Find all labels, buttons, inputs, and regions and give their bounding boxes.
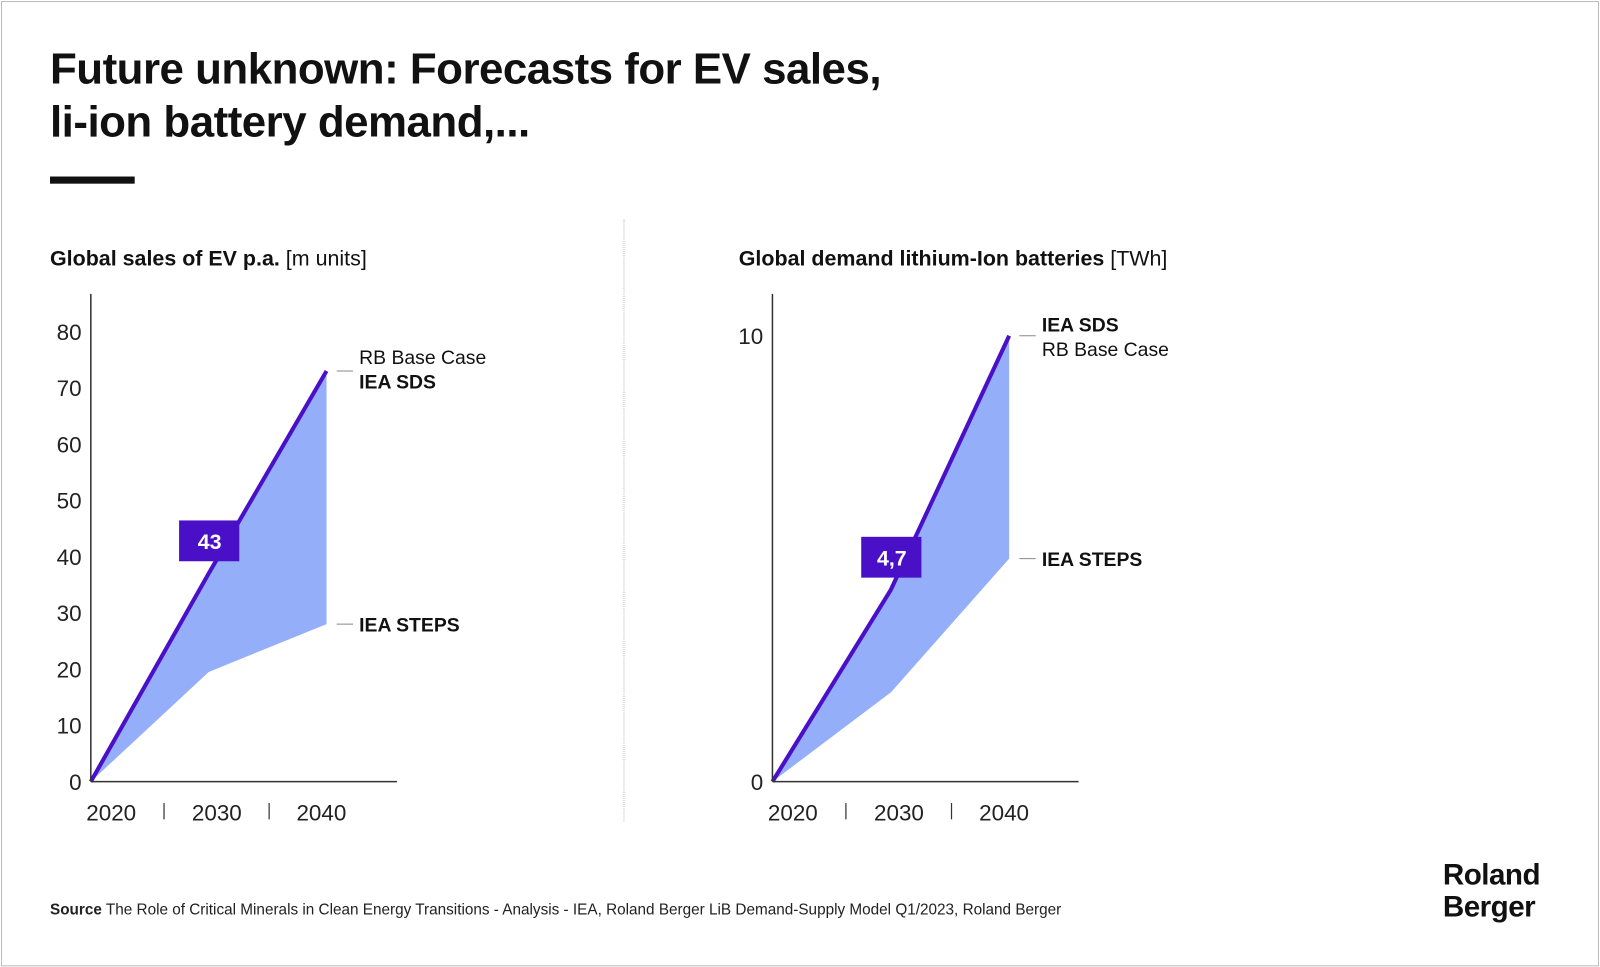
chart1-title-text: Global sales of EV p.a.	[49, 246, 280, 271]
chart1-title: Global sales of EV p.a. [m units]	[50, 247, 367, 271]
forecast-range-band	[772, 335, 1010, 782]
upper-scenario-line	[89, 369, 329, 783]
upper-scenario-label-a: RB Base Case	[359, 347, 486, 369]
value-label-box	[179, 520, 240, 562]
y-tick-label: 50	[57, 489, 82, 514]
y-tick-label: 40	[57, 545, 82, 570]
y-tick-label: 10	[738, 324, 763, 349]
x-tick-label: 2030	[192, 800, 242, 825]
x-tick-label: 2030	[874, 800, 924, 825]
logo-line-1: Roland	[1442, 859, 1541, 892]
x-tick-label: 2040	[296, 800, 346, 825]
source-label: Source	[49, 901, 102, 919]
lower-scenario-label: IEA STEPS	[1042, 549, 1143, 571]
y-tick-label: 10	[57, 714, 82, 739]
x-tick-label: 2040	[979, 800, 1029, 825]
x-tick-label: 2020	[86, 800, 136, 825]
page-title: Future unknown: Forecasts for EV sales, …	[49, 43, 882, 149]
value-label-box	[861, 536, 922, 578]
chart-divider	[623, 219, 625, 822]
y-tick-label: 70	[57, 376, 82, 401]
logo-line-2: Berger	[1442, 890, 1536, 924]
x-tick-label: 2020	[768, 800, 818, 825]
chart2-unit: [TWh]	[1110, 246, 1168, 271]
title-line-2: li-ion battery demand,...	[49, 97, 530, 147]
y-tick-label: 0	[69, 770, 81, 795]
upper-scenario-label-b: IEA SDS	[359, 371, 436, 393]
chart2-title: Global demand lithium-Ion batteries [TWh…	[739, 247, 1168, 271]
upper-scenario-label-b: RB Base Case	[1042, 339, 1169, 361]
value-label: 43	[198, 530, 222, 554]
lower-scenario-label: IEA STEPS	[359, 614, 460, 636]
value-label: 4,7	[877, 546, 907, 570]
upper-scenario-line	[770, 334, 1012, 783]
chart2-title-text: Global demand lithium-Ion batteries	[738, 246, 1105, 271]
upper-scenario-label-a: IEA SDS	[1042, 315, 1119, 337]
title-line-1: Future unknown: Forecasts for EV sales,	[49, 44, 882, 94]
source-note: Source The Role of Critical Minerals in …	[50, 901, 1061, 918]
y-tick-label: 80	[57, 320, 82, 345]
source-text: The Role of Critical Minerals in Clean E…	[105, 901, 1062, 919]
roland-berger-logo: Roland Berger	[1442, 859, 1541, 924]
y-tick-label: 0	[751, 770, 763, 795]
y-tick-label: 30	[57, 601, 82, 626]
y-tick-label: 60	[57, 432, 82, 457]
y-tick-label: 20	[57, 657, 82, 682]
chart1-unit: [m units]	[285, 246, 367, 271]
title-underline	[49, 176, 135, 184]
